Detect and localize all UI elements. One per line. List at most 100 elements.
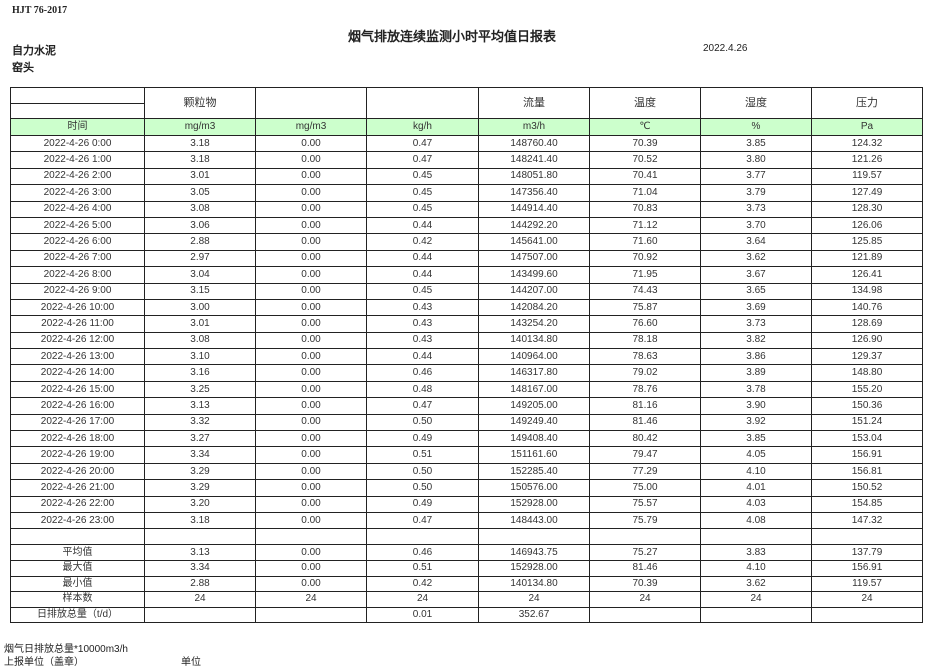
- table-cell: 70.39: [589, 134, 701, 153]
- table-cell: 3.13: [144, 397, 256, 415]
- table-cell: 24: [700, 591, 812, 608]
- table-cell: 3.32: [144, 413, 256, 432]
- table-cell: 0.00: [255, 249, 367, 268]
- table-cell: 0.01: [366, 606, 479, 624]
- table-cell: 3.06: [144, 216, 256, 235]
- table-row: 2022-4-26 22:00 3.20 0.00 0.49 152928.00 75.5…: [10, 495, 923, 513]
- table-cell: 78.63: [589, 348, 701, 366]
- table-cell: 75.27: [589, 544, 701, 561]
- table-cell: 4.01: [700, 479, 812, 497]
- table-cell: 149205.00: [478, 397, 590, 415]
- table-cell: 3.01: [144, 167, 256, 186]
- table-cell: 2.97: [144, 249, 256, 268]
- unit-cell: 时间: [10, 118, 145, 136]
- table-cell: 150576.00: [478, 479, 590, 497]
- table-cell: 81.46: [589, 559, 701, 577]
- table-row: 2022-4-26 2:00 3.01 0.00 0.45 148051.80 70.41…: [10, 167, 923, 186]
- table-row: 2022-4-26 10:00 3.00 0.00 0.43 142084.20 75.8…: [10, 298, 923, 317]
- row-label: 2022-4-26 3:00: [10, 184, 145, 202]
- row-label: 2022-4-26 9:00: [10, 282, 145, 300]
- table-cell: 2.88: [144, 233, 256, 251]
- report-table: 颗粒物 流量 温度 湿度 压力 时间 mg/m3 mg/m3 kg/h m3/h ℃% Pa 202…: [10, 87, 923, 624]
- table-cell: 3.92: [700, 413, 812, 432]
- table-cell: 3.13: [144, 544, 256, 561]
- table-cell: 352.67: [478, 606, 590, 624]
- table-cell: 70.52: [589, 151, 701, 169]
- table-cell: 156.81: [811, 462, 923, 481]
- row-label: 2022-4-26 8:00: [10, 266, 145, 284]
- row-label: 样本数: [10, 591, 145, 608]
- table-cell: 3.62: [700, 249, 812, 268]
- table-cell: 3.82: [700, 331, 812, 350]
- table-cell: [589, 606, 701, 624]
- row-label: 2022-4-26 0:00: [10, 134, 145, 153]
- table-cell: 121.26: [811, 151, 923, 169]
- row-label: 2022-4-26 20:00: [10, 462, 145, 481]
- table-cell: 3.62: [700, 575, 812, 593]
- row-label: 2022-4-26 1:00: [10, 151, 145, 169]
- unit-cell: m3/h: [478, 118, 590, 136]
- table-cell: 128.30: [811, 200, 923, 218]
- table-cell: 3.29: [144, 479, 256, 497]
- table-cell: 2.88: [144, 575, 256, 593]
- table-cell: 0.44: [366, 266, 479, 284]
- row-label: 2022-4-26 21:00: [10, 479, 145, 497]
- report-date: 2022.4.26: [703, 43, 748, 54]
- table-cell: 3.18: [144, 134, 256, 153]
- table-cell: 3.86: [700, 348, 812, 366]
- table-cell: 3.69: [700, 298, 812, 317]
- row-label: 2022-4-26 6:00: [10, 233, 145, 251]
- table-cell: 0.43: [366, 331, 479, 350]
- stat-row: 平均值 3.13 0.00 0.46 146943.75 75.27 3.83 137.79: [10, 544, 923, 561]
- table-cell: 148241.40: [478, 151, 590, 169]
- table-cell: 3.01: [144, 315, 256, 333]
- table-cell: 0.51: [366, 446, 479, 464]
- table-row: 2022-4-26 15:00 3.25 0.00 0.48 148167.00 78.7…: [10, 380, 923, 399]
- table-cell: 0.44: [366, 249, 479, 268]
- table-cell: 0.00: [255, 495, 367, 513]
- table-cell: 147507.00: [478, 249, 590, 268]
- table-cell: 128.69: [811, 315, 923, 333]
- header-divider: [11, 103, 144, 104]
- blank-row: [10, 528, 923, 546]
- row-label: 2022-4-26 5:00: [10, 216, 145, 235]
- table-cell: 3.10: [144, 348, 256, 366]
- table-cell: 0.00: [255, 430, 367, 448]
- column-header: [255, 87, 367, 119]
- table-cell: 4.10: [700, 559, 812, 577]
- table-cell: 0.47: [366, 511, 479, 530]
- table-cell: 0.50: [366, 479, 479, 497]
- table-cell: 24: [478, 591, 590, 608]
- table-cell: 3.25: [144, 380, 256, 399]
- table-cell: 3.83: [700, 544, 812, 561]
- table-cell: 0.00: [255, 331, 367, 350]
- table-cell: 140134.80: [478, 331, 590, 350]
- table-cell: 70.41: [589, 167, 701, 186]
- row-label: 2022-4-26 15:00: [10, 380, 145, 399]
- table-row: 2022-4-26 12:00 3.08 0.00 0.43 140134.80 78.1…: [10, 331, 923, 350]
- unit-cell: Pa: [811, 118, 923, 136]
- table-cell: 126.06: [811, 216, 923, 235]
- table-cell: 3.85: [700, 430, 812, 448]
- table-cell: 3.77: [700, 167, 812, 186]
- table-cell: [700, 606, 812, 624]
- table-row: 2022-4-26 20:00 3.29 0.00 0.50 152285.40 77.2…: [10, 462, 923, 481]
- table-cell: 142084.20: [478, 298, 590, 317]
- table-cell: 0.00: [255, 200, 367, 218]
- table-cell: 152285.40: [478, 462, 590, 481]
- table-cell: 0.00: [255, 462, 367, 481]
- table-cell: 148051.80: [478, 167, 590, 186]
- table-cell: 4.08: [700, 511, 812, 530]
- report-title: 烟气排放连续监测小时平均值日报表: [348, 29, 557, 44]
- row-label: 2022-4-26 2:00: [10, 167, 145, 186]
- table-cell: [255, 606, 367, 624]
- column-header: [10, 87, 145, 119]
- table-cell: 126.90: [811, 331, 923, 350]
- table-cell: 0.42: [366, 233, 479, 251]
- table-cell: 76.60: [589, 315, 701, 333]
- table-row: 2022-4-26 8:00 3.04 0.00 0.44 143499.60 71.95…: [10, 266, 923, 284]
- table-cell: 0.47: [366, 134, 479, 153]
- table-row: 2022-4-26 23:00 3.18 0.00 0.47 148443.00 75.7…: [10, 511, 923, 530]
- table-cell: 0.00: [255, 544, 367, 561]
- table-cell: 148760.40: [478, 134, 590, 153]
